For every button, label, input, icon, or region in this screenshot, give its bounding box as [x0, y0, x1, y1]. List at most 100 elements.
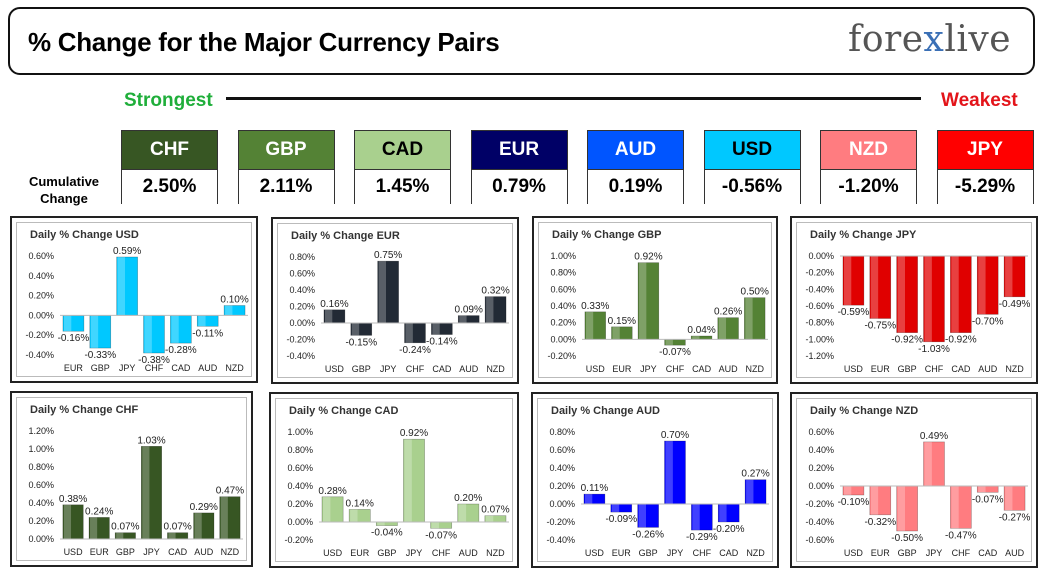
currency-code: AUD: [588, 131, 683, 170]
data-label: 0.24%: [85, 506, 113, 517]
y-tick-label: 0.00%: [289, 318, 315, 328]
bar-highlight: [746, 479, 754, 504]
currency-code: EUR: [471, 131, 567, 170]
bar-highlight: [843, 256, 852, 306]
bar-highlight: [638, 504, 647, 528]
x-tick-label: CAD: [168, 547, 188, 557]
data-label: 0.32%: [481, 286, 509, 297]
bar-highlight: [350, 509, 358, 522]
bar-highlight: [951, 486, 959, 529]
x-tick-label: NZD: [1005, 364, 1024, 374]
data-label: -0.26%: [632, 529, 664, 540]
chart-title: Daily % Change CAD: [289, 405, 398, 417]
chart-title: Daily % Change GBP: [552, 229, 661, 241]
y-tick-label: 0.80%: [289, 252, 315, 262]
data-label: 0.70%: [661, 430, 689, 441]
y-tick-label: 0.00%: [28, 534, 54, 544]
bar-highlight: [117, 256, 126, 316]
x-tick-label: CHF: [432, 548, 451, 558]
y-tick-label: 1.00%: [287, 427, 313, 437]
chart-title: Daily % Change NZD: [810, 405, 918, 417]
bar-chart: Daily % Change NZD 0.60% 0.40% 0.20% 0.00% -0…: [805, 405, 1031, 558]
bar-chart: Daily % Change USD 0.60% 0.40% 0.20% 0.00% -0…: [25, 229, 248, 373]
bar-highlight: [924, 256, 932, 342]
currency-code: GBP: [238, 131, 334, 170]
chart-panel: Daily % Change JPY 0.00% -0.20% -0.40% -0.60…: [790, 216, 1038, 384]
x-tick-label: GBP: [898, 364, 917, 374]
data-label: -0.32%: [864, 517, 896, 528]
bar-highlight: [324, 309, 333, 323]
y-tick-label: 0.20%: [549, 481, 575, 491]
y-tick-label: 0.60%: [549, 445, 575, 455]
data-label: 0.92%: [400, 428, 428, 439]
y-tick-label: 0.60%: [289, 269, 315, 279]
y-tick-label: 0.00%: [808, 251, 834, 261]
bar-highlight: [584, 494, 593, 504]
x-tick-label: CAD: [719, 548, 739, 558]
y-tick-label: -1.00%: [805, 334, 834, 344]
data-label: -0.07%: [659, 347, 691, 358]
bar-highlight: [978, 486, 986, 493]
data-label: 0.04%: [687, 325, 715, 336]
data-label: 0.75%: [374, 250, 402, 261]
x-tick-label: USD: [323, 548, 343, 558]
data-label: -0.27%: [999, 512, 1031, 523]
data-label: 0.20%: [454, 493, 482, 504]
chart-panel: Daily % Change EUR 0.80% 0.60% 0.40% 0.20% 0.…: [271, 217, 519, 384]
strongest-label: Strongest: [124, 90, 213, 111]
data-label: -0.92%: [891, 335, 923, 346]
cumulative-value: 2.11%: [238, 170, 334, 204]
x-tick-label: AUD: [719, 364, 739, 374]
y-tick-label: -0.20%: [25, 330, 54, 340]
x-tick-label: CHF: [693, 548, 712, 558]
data-label: 0.07%: [111, 522, 139, 533]
y-tick-label: 0.80%: [549, 427, 575, 437]
chart-title: Daily % Change JPY: [810, 229, 917, 241]
bar-highlight: [897, 486, 906, 531]
data-label: -0.14%: [426, 337, 458, 348]
cumulative-box-eur: EUR 0.79%: [470, 130, 568, 204]
bar-highlight: [924, 441, 932, 486]
cumulative-box-usd: USD -0.56%: [703, 130, 801, 204]
y-tick-label: 0.80%: [550, 268, 576, 278]
currency-code: NZD: [821, 131, 916, 170]
y-tick-label: 0.40%: [550, 301, 576, 311]
data-label: -0.28%: [165, 345, 197, 356]
x-tick-label: JPY: [640, 364, 657, 374]
bar-highlight: [897, 256, 906, 333]
cumulative-box-jpy: JPY -5.29%: [936, 130, 1034, 204]
data-label: -0.15%: [345, 337, 377, 348]
bar-highlight: [198, 315, 206, 327]
data-label: 0.59%: [113, 246, 141, 257]
y-tick-label: 1.20%: [28, 426, 54, 436]
bar-chart: Daily % Change CAD 1.00% 0.80% 0.60% 0.40% 0.…: [284, 405, 509, 558]
chart-title: Daily % Change EUR: [291, 230, 400, 242]
bar-chart: Daily % Change JPY 0.00% -0.20% -0.40% -0.60…: [805, 229, 1030, 374]
bar-highlight: [90, 315, 99, 349]
y-tick-label: 0.80%: [287, 445, 313, 455]
x-tick-label: CHF: [666, 364, 685, 374]
cumulative-change-label: Cumulative Change: [28, 174, 100, 206]
bar-highlight: [486, 296, 494, 323]
x-tick-label: EUR: [350, 548, 370, 558]
data-label: -0.50%: [891, 533, 923, 544]
header-banner: % Change for the Major Currency Pairs fo…: [8, 7, 1035, 75]
x-tick-label: USD: [586, 364, 606, 374]
weakest-label: Weakest: [941, 90, 1018, 111]
y-tick-label: -0.20%: [805, 499, 834, 509]
x-tick-label: EUR: [90, 547, 110, 557]
bar-highlight: [870, 256, 879, 319]
chart-panel: Daily % Change USD 0.60% 0.40% 0.20% 0.00% -0…: [10, 216, 258, 383]
bar-highlight: [612, 326, 620, 340]
y-tick-label: -0.40%: [805, 284, 834, 294]
x-tick-label: USD: [844, 548, 864, 558]
y-tick-label: 0.40%: [28, 498, 54, 508]
x-tick-label: AUD: [1005, 548, 1025, 558]
data-label: -0.09%: [605, 514, 637, 525]
bar-highlight: [458, 504, 467, 522]
y-tick-label: -1.20%: [805, 351, 834, 361]
x-tick-label: GBP: [377, 548, 396, 558]
data-label: -0.11%: [192, 328, 223, 339]
strength-scale-line: [226, 97, 921, 100]
cumulative-value: -0.56%: [704, 170, 800, 204]
